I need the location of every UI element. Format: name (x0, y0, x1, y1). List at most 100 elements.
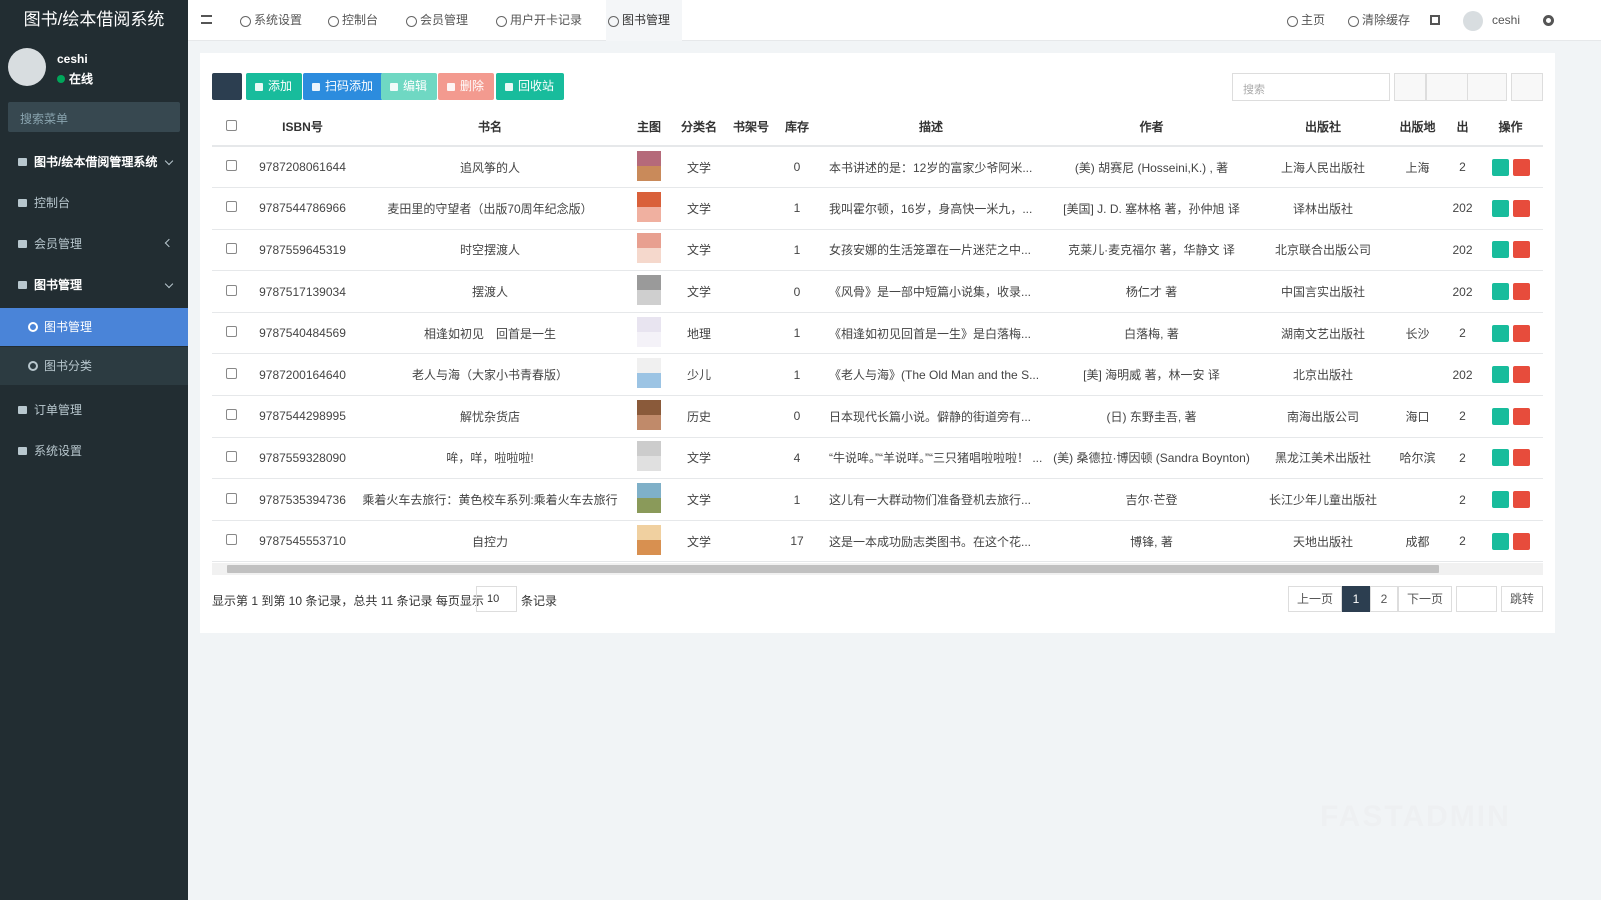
checkbox[interactable] (225, 160, 237, 172)
table-cell: 追风筝的人 (355, 146, 625, 189)
delete-button[interactable] (1512, 366, 1530, 384)
toolbar-button[interactable]: 删除 (438, 73, 495, 100)
header-cell[interactable]: 库存 (777, 108, 817, 147)
toolbar-icon-button[interactable] (1394, 73, 1426, 101)
toolbar-icon-button[interactable] (1511, 73, 1543, 101)
toolbar-icon-button[interactable] (1467, 73, 1507, 101)
menu-item[interactable]: 图书管理 (0, 308, 188, 346)
menu-item[interactable]: 控制台 (0, 184, 188, 222)
checkbox[interactable] (225, 119, 237, 131)
nav-link[interactable]: 清除缓存 (1346, 0, 1410, 41)
header-cell[interactable]: 操作 (1478, 108, 1543, 147)
table-cell: 0 (777, 395, 817, 438)
toolbar-button[interactable]: 扫码添加 (303, 73, 384, 100)
jump-input[interactable] (1456, 586, 1497, 612)
delete-button[interactable] (1512, 491, 1530, 509)
checkbox[interactable] (225, 534, 237, 546)
header-cell[interactable]: 描述 (817, 108, 1045, 147)
page-button[interactable]: 2 (1370, 586, 1398, 612)
search-input[interactable]: 搜索 (1232, 73, 1390, 101)
user-avatar (1463, 11, 1483, 31)
edit-button[interactable] (1491, 449, 1509, 467)
table-cell: 地理 (673, 312, 725, 355)
header-cell[interactable]: 书架号 (725, 108, 777, 147)
delete-button[interactable] (1512, 407, 1530, 425)
menu-item[interactable]: 图书分类 (0, 347, 188, 385)
jump-button[interactable]: 跳转 (1501, 586, 1543, 612)
delete-button[interactable] (1512, 283, 1530, 301)
toolbar-button[interactable]: 编辑 (381, 73, 438, 100)
checkbox[interactable] (225, 201, 237, 213)
delete-button[interactable] (1512, 241, 1530, 259)
nav-link[interactable]: 主页 (1285, 0, 1325, 41)
table-cell (625, 270, 673, 313)
menu-item[interactable]: 图书管理 (0, 266, 188, 304)
fullscreen[interactable] (1430, 15, 1440, 25)
book-cover (637, 150, 661, 181)
user-name[interactable]: ceshi (1492, 13, 1521, 27)
menu-search[interactable]: 搜索菜单 (8, 102, 180, 132)
edit-button[interactable] (1491, 158, 1509, 176)
delete-button[interactable] (1512, 158, 1530, 176)
settings[interactable] (1543, 15, 1554, 26)
header-cell[interactable]: 作者 (1045, 108, 1258, 147)
nav-tab[interactable]: 用户开卡记录 (494, 0, 582, 41)
table-cell: 202 (1447, 229, 1478, 272)
table-cell: 9787544786966 (250, 187, 355, 230)
table-cell (725, 146, 777, 189)
toolbar-button[interactable]: 添加 (246, 73, 303, 100)
delete-button[interactable] (1512, 449, 1530, 467)
delete-button[interactable] (1512, 324, 1530, 342)
table-cell: (日) 东野圭吾, 著 (1045, 395, 1258, 438)
table-row: 9787545553710 自控力 文学 17 这是一本成功励志类图书。在这个花... 博… (212, 520, 1543, 563)
nav-tab[interactable]: 图书管理 (606, 0, 683, 41)
nav-tab[interactable]: 控制台 (326, 0, 378, 41)
menu-item[interactable]: 会员管理 (0, 225, 188, 263)
checkbox[interactable] (225, 409, 237, 421)
edit-button[interactable] (1491, 283, 1509, 301)
menu-item[interactable]: 订单管理 (0, 391, 188, 429)
refresh-button[interactable] (212, 73, 242, 100)
header-cell[interactable]: 主图 (625, 108, 673, 147)
nav-tab[interactable]: 系统设置 (238, 0, 302, 41)
checkbox[interactable] (225, 450, 237, 462)
menu-icon (18, 158, 27, 166)
header-cell[interactable]: 出 (1447, 108, 1478, 147)
prev-button[interactable]: 上一页 (1288, 586, 1342, 612)
page-size-select[interactable]: 10 (476, 586, 517, 612)
checkbox[interactable] (225, 326, 237, 338)
table-cell: 中国言实出版社 (1258, 270, 1388, 313)
header-cell[interactable]: 出版地 (1388, 108, 1447, 147)
header-cell[interactable]: ISBN号 (250, 108, 355, 147)
menu-toggle[interactable] (201, 15, 212, 24)
nav-tab[interactable]: 会员管理 (404, 0, 468, 41)
table-cell: 9787208061644 (250, 146, 355, 189)
checkbox[interactable] (225, 242, 237, 254)
edit-button[interactable] (1491, 199, 1509, 217)
edit-button[interactable] (1491, 407, 1509, 425)
book-cover (637, 358, 661, 389)
header-cell[interactable]: 书名 (355, 108, 625, 147)
edit-button[interactable] (1491, 491, 1509, 509)
toolbar-button[interactable]: 回收站 (496, 73, 565, 100)
row-checkbox-cell (212, 353, 250, 397)
menu-item[interactable]: 图书/绘本借阅管理系统 (0, 143, 188, 181)
page-button[interactable]: 1 (1342, 586, 1370, 612)
header-cell[interactable]: 出版社 (1258, 108, 1388, 147)
edit-button[interactable] (1491, 324, 1509, 342)
delete-button[interactable] (1512, 199, 1530, 217)
edit-button[interactable] (1491, 241, 1509, 259)
table-cell: 2 (1447, 312, 1478, 355)
toolbar-icon-button[interactable] (1426, 73, 1468, 101)
delete-button[interactable] (1512, 532, 1530, 550)
menu-item[interactable]: 系统设置 (0, 432, 188, 470)
table-cell: 9787559645319 (250, 229, 355, 272)
checkbox[interactable] (225, 284, 237, 296)
checkbox[interactable] (225, 367, 237, 379)
edit-button[interactable] (1491, 366, 1509, 384)
header-cell[interactable]: 分类名 (673, 108, 725, 147)
edit-button[interactable] (1491, 532, 1509, 550)
row-checkbox-cell (212, 146, 250, 189)
next-button[interactable]: 下一页 (1398, 586, 1452, 612)
checkbox[interactable] (225, 492, 237, 504)
